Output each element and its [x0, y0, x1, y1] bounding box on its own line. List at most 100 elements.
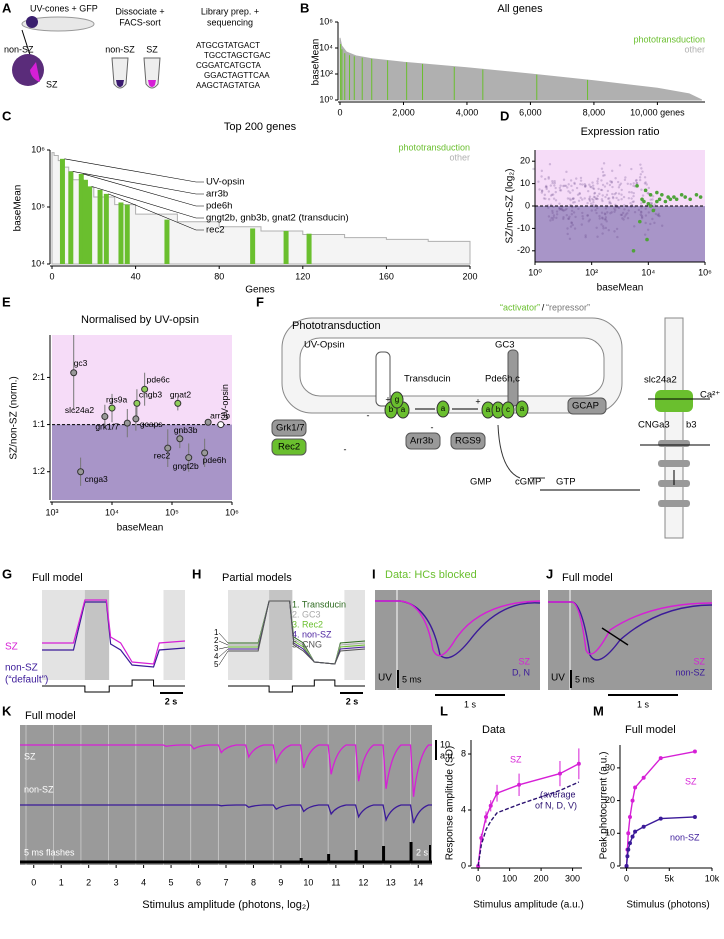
cloud-dot: [623, 215, 626, 218]
cloud-dot: [632, 182, 635, 185]
cloud-dot: [568, 215, 571, 219]
label: a.u.: [440, 750, 455, 760]
cloud-dot: [592, 198, 595, 202]
gene-point: [635, 184, 639, 188]
label: Full model: [32, 572, 83, 584]
trace: [548, 601, 713, 661]
x-tick-label: 120: [295, 271, 310, 281]
bar: [250, 228, 256, 264]
cloud-dot: [643, 182, 647, 185]
cloud-dot: [567, 217, 571, 220]
line: [218, 648, 229, 658]
bar: [118, 202, 124, 264]
cloud-dot: [573, 182, 576, 186]
cloud-dot: [557, 206, 561, 210]
cloud-dot: [643, 233, 647, 236]
label: (average: [540, 789, 576, 799]
gene-label: gcaps: [140, 419, 163, 429]
node-box: [450, 432, 486, 450]
subunit: [390, 391, 404, 409]
node-box: [405, 432, 441, 450]
data-point: [625, 854, 630, 859]
legend-entry: phototransduction: [398, 142, 470, 152]
label: 1 s: [464, 699, 477, 709]
trace: [228, 600, 366, 665]
gene-point: [651, 208, 656, 213]
cloud-dot: [549, 184, 553, 187]
sequence: ATGCGTATGACT: [196, 41, 260, 50]
label: +: [475, 396, 480, 406]
label: Full model: [562, 572, 613, 584]
gene-point: [77, 468, 85, 476]
cloud-dot: [608, 183, 612, 187]
cloud-dot: [569, 225, 573, 228]
bg-stim: [269, 590, 293, 680]
cloud-dot: [567, 190, 570, 193]
cloud-dot: [581, 217, 585, 220]
cloud-dot: [578, 191, 581, 195]
cloud-dot: [561, 208, 565, 212]
y-tick-label: -10: [517, 223, 530, 233]
label: a: [486, 405, 491, 414]
cloud-dot: [575, 186, 579, 190]
cloud-dot: [632, 184, 635, 188]
x-tick-label: 0: [476, 873, 481, 883]
label: sequencing: [207, 17, 253, 27]
node-box: [271, 419, 307, 437]
label: a: [441, 404, 446, 413]
gene-point: [133, 399, 141, 407]
tube-content: [116, 80, 124, 87]
cloud-dot: [540, 169, 544, 173]
label: Full model: [25, 710, 76, 722]
cloud-dot: [554, 190, 557, 194]
cloud-dot: [629, 183, 632, 186]
cloud-dot: [588, 195, 592, 198]
cloud-dot: [610, 180, 614, 183]
label: of N, D, V): [535, 800, 577, 810]
cloud-dot: [553, 180, 556, 183]
gene-point: [176, 435, 184, 443]
cloud-dot: [630, 197, 633, 200]
cloud-dot: [542, 197, 546, 200]
label: 2 s: [165, 696, 178, 706]
cloud-dot: [639, 173, 643, 176]
x-tick-label: 4: [141, 877, 146, 887]
data-point: [626, 831, 631, 836]
fit-line: [477, 763, 580, 867]
label: Library prep. +: [201, 6, 259, 16]
cloud-dot: [596, 182, 599, 185]
bg-nonsz: [535, 206, 705, 262]
label: 5 ms: [575, 674, 595, 684]
cloud-dot: [632, 191, 635, 195]
cloud-dot: [571, 197, 574, 201]
cloud-dot: [604, 213, 607, 216]
label: Data: [482, 724, 506, 736]
gene-point: [668, 197, 673, 202]
label: Expression ratio: [581, 126, 660, 138]
flash-bar: [354, 850, 358, 862]
cloud-dot: [540, 189, 544, 192]
gene-point: [694, 193, 699, 197]
cloud-dot: [560, 208, 564, 211]
legend-entry: 5. CNG: [292, 639, 322, 649]
x-tick-label: 10⁴: [105, 507, 119, 517]
cloud-dot: [640, 214, 643, 217]
cloud-dot: [565, 213, 568, 217]
sequence: AAGCTAGTATGA: [196, 81, 261, 90]
y-tick-label: 30: [605, 762, 615, 772]
line: [218, 640, 229, 646]
bar: [59, 158, 65, 264]
fit-line: [625, 750, 696, 867]
cloud-dot: [640, 211, 643, 214]
y-tick-label: 10: [605, 828, 615, 838]
cloud-dot: [588, 198, 591, 201]
y-tick-label: 20: [520, 156, 530, 166]
y-tick-label: 0: [461, 860, 466, 870]
cloud-dot: [593, 196, 597, 199]
cloud-dot: [600, 211, 604, 214]
x-tick-label: 300: [565, 873, 580, 883]
x-tick-label: 9: [278, 877, 283, 887]
cloud-dot: [598, 192, 601, 196]
cloud-dot: [657, 212, 660, 216]
cloud-dot: [649, 198, 652, 201]
